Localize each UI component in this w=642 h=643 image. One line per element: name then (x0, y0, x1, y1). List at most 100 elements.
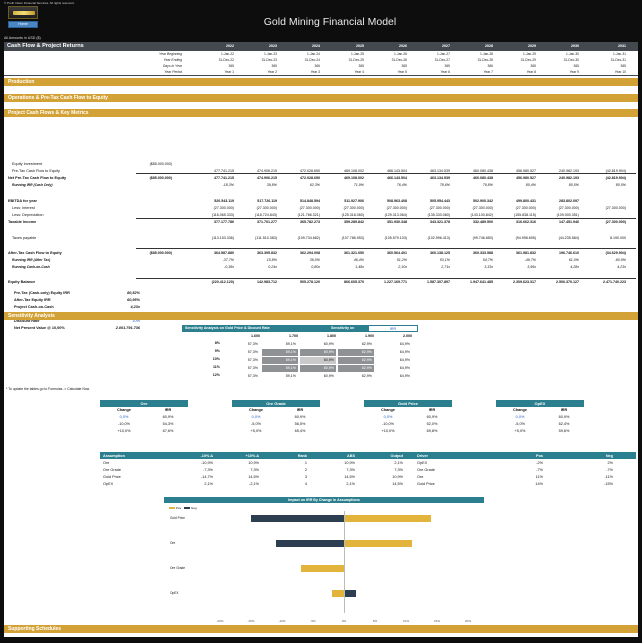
cf-cell: 365.782.273 (300, 220, 320, 224)
section-operations[interactable]: Operations & Pre-Tax Cash Flow to Equity (4, 94, 638, 102)
cf-cell: 499.800.431 (516, 199, 536, 203)
header-cell: Year 5 (397, 69, 407, 74)
cf-row: Taxable Income 377.177.786 371.701.277 365.… (4, 219, 638, 226)
mini-table-cell: 60,9% (294, 415, 306, 419)
cf-cell: 1.947.641.485 (470, 280, 493, 284)
header-cell: 365 (444, 63, 450, 68)
sens-cell: 64,9% (399, 358, 410, 362)
sens-cell: 60,9% (300, 365, 336, 372)
mini-table-cell: +10,0% (117, 429, 131, 433)
section-sensitivity[interactable]: Sensitivity Analysis (4, 312, 638, 320)
header-cell: 1-Jan-31 (612, 51, 626, 56)
cf-cell: 2.309.623.317 (513, 280, 536, 284)
cf-cell: 61,0% (568, 258, 579, 262)
assumptions-cell: -10,9% (200, 461, 213, 465)
copyright-text: © Profit Vision Financial Services. All … (4, 1, 75, 5)
metric-value[interactable]: 10% (132, 319, 140, 323)
header-cell: 1-Jan-26 (393, 51, 407, 56)
cf-cell: (27.300.000) (213, 206, 234, 210)
cf-cell: (109.000.351) (556, 213, 579, 217)
cf-cell: 472.028.690 (300, 169, 320, 173)
cf-cell: 1,48x (355, 265, 364, 269)
company-logo (8, 6, 38, 19)
cf-cell: 520.543.119 (214, 199, 234, 203)
header-cell: 365 (620, 63, 626, 68)
cf-cell: 361.321.050 (344, 251, 364, 255)
header-cell: Year 3 (310, 69, 320, 74)
assumptions-cell: 2% (607, 461, 614, 465)
cf-row-label: EBITDA for year (8, 199, 37, 203)
cf-row: Taxes payable (113.153.336) (111.510.383) (… (4, 235, 638, 242)
sens-col-header: 2.000 (403, 334, 412, 338)
cf-cell: 3,33x (484, 265, 493, 269)
mini-table-cell: 67,6% (162, 429, 174, 433)
sens-cell: 57,3% (247, 342, 258, 346)
metric-value: 60,95% (127, 298, 140, 302)
cf-cell: 332.489.500 (473, 220, 493, 224)
cf-cell: 371.701.277 (257, 220, 277, 224)
year-header: 2026 (399, 44, 407, 48)
section-supporting-schedules[interactable]: Supporting Schedules (4, 625, 638, 633)
cf-row-label: Equity Balance (8, 280, 36, 284)
cf-cell: 2,71x (441, 265, 450, 269)
cf-cell: 2.506.370.127 (556, 280, 579, 284)
header-cell: 365 (271, 63, 277, 68)
mini-table-cell: +10,0% (381, 429, 395, 433)
cf-row-lead: ($85.000.000) (149, 162, 172, 166)
recalc-note: * To update the tables go to Formulas ->… (6, 387, 90, 391)
header-cell: 31-Dec-22 (218, 57, 234, 62)
cf-cell: 4,23x (617, 265, 626, 269)
sens-col-header: 1.700 (289, 334, 298, 338)
cf-cell: 240.982.193 (559, 176, 579, 180)
cf-cell: 377.177.786 (214, 220, 234, 224)
cf-cell: 142.983.712 (257, 280, 277, 284)
assumptions-cell: Ore (417, 475, 424, 479)
cf-cell: 514.848.594 (300, 199, 320, 203)
chart-tick-label: 10% (402, 619, 409, 623)
cf-cell: (27.300.000) (605, 220, 626, 224)
year-header: 2031 (618, 44, 626, 48)
sens-cell: 60,9% (323, 342, 334, 346)
assumptions-cell: -15% (604, 482, 613, 486)
assumptions-cell: 2,1% (346, 482, 355, 486)
cf-cell: (27.300.000) (343, 206, 364, 210)
mini-table-cell: 0,0% (119, 415, 129, 419)
assumptions-cell: 7,3% (346, 468, 355, 472)
cf-cell: 2.471.740.223 (603, 280, 626, 284)
mini-table-cell: -10,0% (381, 422, 395, 426)
section-production[interactable]: Production (4, 78, 638, 86)
cf-cell: (125.318.060) (341, 213, 364, 217)
assumptions-cell: 14% (535, 482, 543, 486)
cf-cell: (135.333.060) (427, 213, 450, 217)
cf-row-label: After-Tax Cash Flow to Equity (8, 251, 62, 255)
header-cell: 365 (401, 63, 407, 68)
cf-row: EBITDA for year 520.543.119 517.726.119 514… (4, 198, 638, 205)
cf-cell: 474.906.215 (257, 169, 277, 173)
mini-table-cell: -10,0% (117, 422, 131, 426)
cf-cell: 54,7% (482, 258, 493, 262)
assumptions-cell: 7,3% (250, 468, 259, 472)
chart-bar-pos (344, 515, 431, 522)
assumptions-cell: 3 (304, 475, 307, 479)
sens-cell: 60,9% (300, 349, 336, 356)
row-divider (136, 218, 636, 219)
chart-tick-label: -15% (247, 619, 255, 623)
assumptions-cell: -11% (604, 475, 613, 479)
chart-category-label: Gold Price (170, 516, 185, 520)
chart-legend: Pos Neg (166, 506, 197, 510)
cf-cell: (113.153.336) (211, 236, 234, 240)
home-button[interactable]: Home (8, 21, 38, 28)
chart-tick-label: -20% (216, 619, 224, 623)
sens-on-select[interactable]: IRR (368, 325, 418, 332)
cf-cell: 456.980.527 (516, 169, 536, 173)
cf-cell: 80,4% (525, 183, 536, 187)
mini-table-cell: 0,0% (383, 415, 393, 419)
cf-cell: 2,10x (398, 265, 407, 269)
cf-cell: (118.724.843) (254, 213, 277, 217)
assumptions-cell: -7% (536, 468, 543, 472)
section-project-cash-flows[interactable]: Project Cash Flows & Key Metrics (4, 109, 638, 117)
legend-label: Pos (176, 506, 182, 510)
chart-bar-pos (300, 565, 344, 572)
cf-cell: 240.982.193 (559, 169, 579, 173)
header-cell: 31-Dec-27 (434, 57, 450, 62)
